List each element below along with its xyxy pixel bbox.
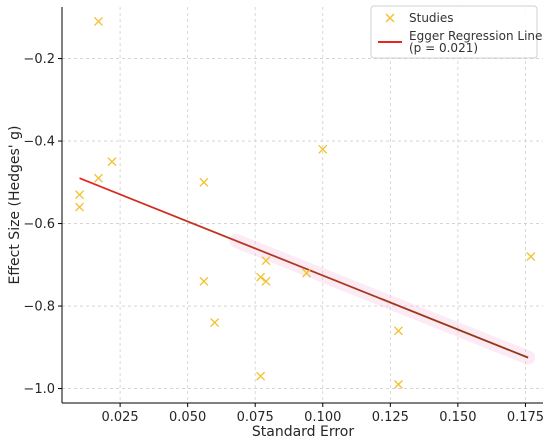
study-point xyxy=(526,252,536,262)
study-point xyxy=(256,272,266,282)
study-point-stroke-b xyxy=(261,276,271,286)
y-tick-label-3: −0.4 xyxy=(23,135,55,150)
study-point xyxy=(318,144,328,154)
study-point xyxy=(261,256,271,266)
study-point-stroke-b xyxy=(107,157,117,167)
study-point-stroke-b xyxy=(199,276,209,286)
legend: Studies Egger Regression Line (p = 0.021… xyxy=(370,5,542,59)
study-point-stroke-b xyxy=(210,318,220,328)
x-tick-label-3: 0.100 xyxy=(304,410,341,425)
y-tick-label-1: −0.8 xyxy=(23,300,55,315)
x-tick-label-5: 0.150 xyxy=(439,410,476,425)
x-axis-ticks: 0.025 0.050 0.075 0.100 0.125 0.150 0.175 xyxy=(101,403,544,425)
legend-regression-label: Egger Regression Line xyxy=(409,29,542,43)
scatter-points xyxy=(75,16,536,389)
regression-line-group xyxy=(79,177,536,365)
y-tick-label-2: −0.6 xyxy=(23,217,55,232)
study-point-stroke-b xyxy=(256,371,266,381)
study-point-stroke-b xyxy=(318,144,328,154)
legend-studies-marker xyxy=(385,13,395,23)
study-point xyxy=(261,276,271,286)
study-point-stroke-b xyxy=(261,256,271,266)
axes xyxy=(61,7,543,404)
study-point xyxy=(199,276,209,286)
study-point xyxy=(107,157,117,167)
study-point-stroke-b xyxy=(199,177,209,187)
legend-regression-label-line2: (p = 0.021) xyxy=(409,41,478,55)
x-tick-label-4: 0.125 xyxy=(372,410,409,425)
study-point xyxy=(210,318,220,328)
study-point xyxy=(393,326,403,336)
legend-box xyxy=(370,5,538,59)
grid xyxy=(62,7,543,403)
study-point xyxy=(199,177,209,187)
y-axis-ticks: −1.0 −0.8 −0.6 −0.4 −0.2 xyxy=(23,52,62,397)
y-axis-label: Effect Size (Hedges' g) xyxy=(7,126,23,285)
study-point-stroke-b xyxy=(302,268,312,278)
study-point xyxy=(302,268,312,278)
study-point-stroke-b xyxy=(93,173,103,183)
y-tick-label-4: −0.2 xyxy=(23,52,55,67)
study-point-stroke-b xyxy=(75,202,85,212)
legend-marker-stroke-b xyxy=(385,13,395,23)
study-point-stroke-b xyxy=(75,190,85,200)
study-point-stroke-b xyxy=(393,326,403,336)
legend-studies-label: Studies xyxy=(409,11,454,25)
x-tick-label-0: 0.025 xyxy=(101,410,138,425)
regression-line xyxy=(79,177,529,359)
study-point xyxy=(93,173,103,183)
x-tick-label-2: 0.075 xyxy=(237,410,274,425)
x-tick-label-6: 0.175 xyxy=(507,410,544,425)
study-point xyxy=(93,16,103,26)
study-point-stroke-b xyxy=(256,272,266,282)
study-point xyxy=(393,379,403,389)
study-point-stroke-b xyxy=(93,16,103,26)
study-point-stroke-b xyxy=(393,379,403,389)
x-tick-label-1: 0.050 xyxy=(169,410,206,425)
y-tick-label-0: −1.0 xyxy=(23,382,55,397)
x-axis-label: Standard Error xyxy=(252,424,355,440)
study-point xyxy=(256,371,266,381)
study-point-stroke-b xyxy=(526,252,536,262)
study-point xyxy=(75,202,85,212)
study-point xyxy=(75,190,85,200)
